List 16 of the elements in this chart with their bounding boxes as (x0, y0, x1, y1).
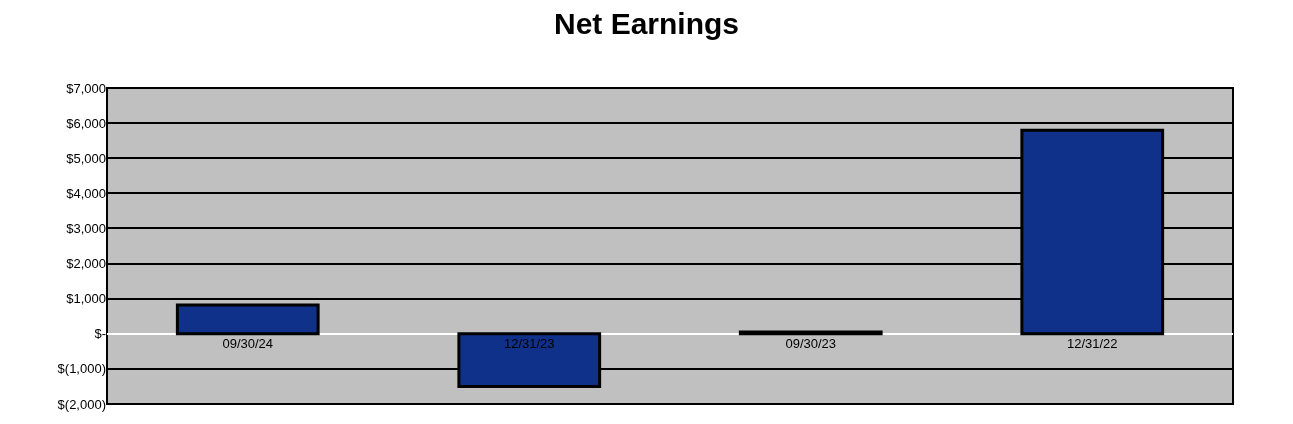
x-tick-label: 09/30/24 (222, 335, 274, 351)
x-tick-label: 12/31/23 (503, 335, 555, 351)
y-tick-label: $(2,000) (57, 396, 106, 412)
y-tick-label: $5,000 (66, 150, 106, 166)
y-tick-label: $2,000 (66, 256, 106, 272)
y-tick-label: $- (94, 326, 106, 342)
y-tick-label: $4,000 (66, 185, 106, 201)
x-tick-label: 09/30/23 (785, 335, 837, 351)
bar (175, 303, 320, 336)
y-tick-label: $1,000 (66, 291, 106, 307)
x-tick-label: 12/31/22 (1066, 335, 1118, 351)
y-tick-label: $(1,000) (57, 361, 106, 377)
y-tick-label: $3,000 (66, 220, 106, 236)
chart-title: Net Earnings (553, 6, 740, 40)
y-tick-label: $7,000 (66, 80, 106, 96)
y-tick-label: $6,000 (66, 115, 106, 131)
